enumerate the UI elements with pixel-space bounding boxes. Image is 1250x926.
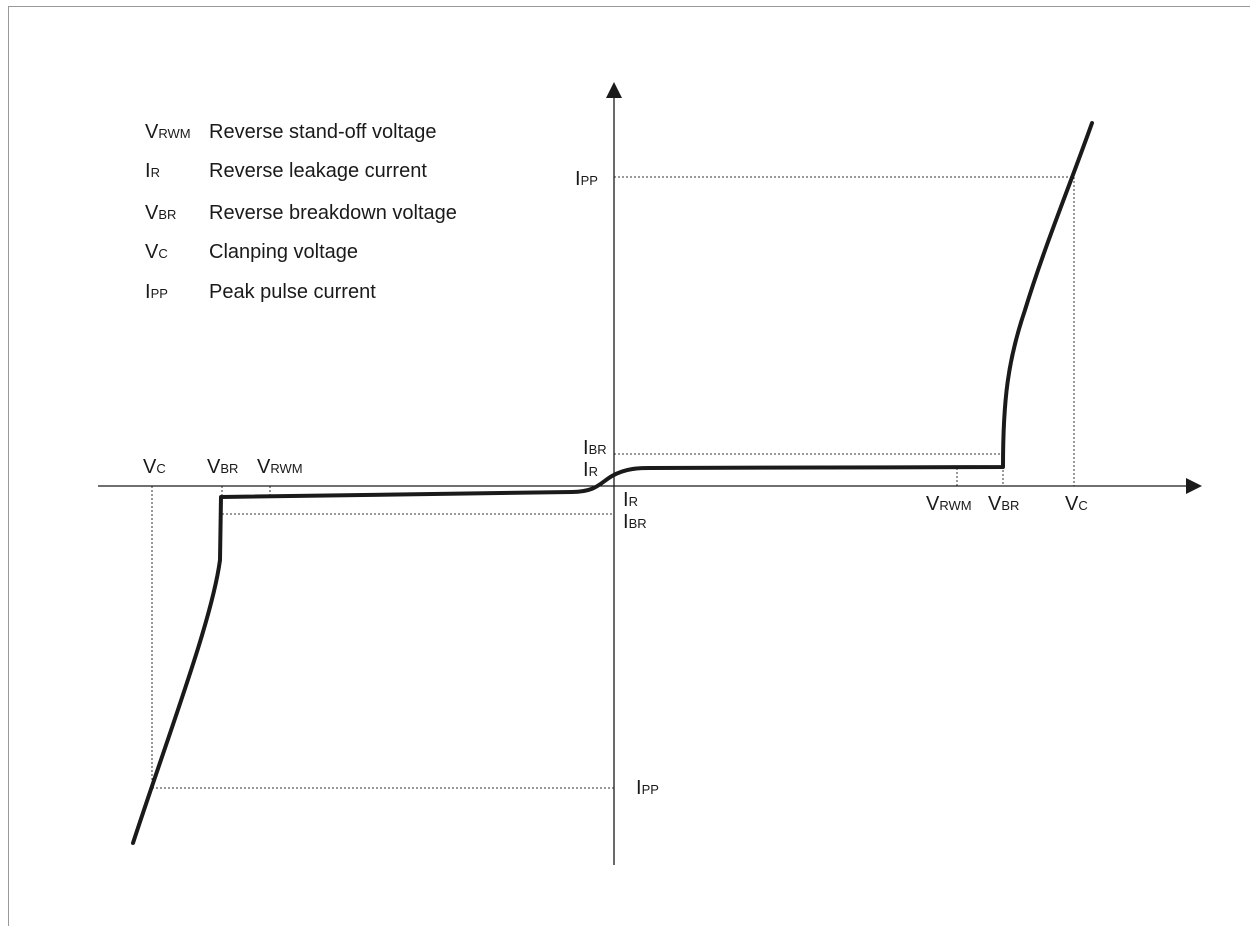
label-vbr-positive: VBR [988, 493, 1019, 515]
label-ipp-positive: IPP [575, 168, 598, 190]
label-vbr-negative: VBR [207, 456, 238, 478]
iv-curve [131, 121, 1094, 845]
guide-lines [151, 176, 1075, 789]
legend-text-vbr: Reverse breakdown voltage [209, 202, 457, 224]
y-axis-arrow-icon [606, 82, 622, 98]
label-vc-negative: VC [143, 456, 166, 478]
legend-symbol-vrwm: VRWM [145, 121, 191, 143]
legend-symbol-ir: IR [145, 160, 160, 182]
legend-text-vc: Clanping voltage [209, 241, 358, 263]
label-vrwm-positive: VRWM [926, 493, 972, 515]
legend-symbol-vbr: VBR [145, 202, 176, 224]
legend: VRWM Reverse stand-off voltage IR Revers… [145, 121, 457, 303]
label-vrwm-negative: VRWM [257, 456, 303, 478]
legend-text-ipp: Peak pulse current [209, 281, 376, 303]
label-ibr-negative: IBR [623, 511, 647, 533]
label-ibr-positive: IBR [583, 437, 607, 459]
legend-symbol-ipp: IPP [145, 281, 168, 303]
x-axis-arrow-icon [1186, 478, 1202, 494]
axis-labels: IPP IBR IR IR IBR IPP VC VBR VRWM VRWM V… [143, 168, 1088, 799]
label-ipp-negative: IPP [636, 777, 659, 799]
legend-text-vrwm: Reverse stand-off voltage [209, 121, 437, 143]
label-ir-negative: IR [623, 489, 638, 511]
label-vc-positive: VC [1065, 493, 1088, 515]
label-ir-positive: IR [583, 459, 598, 481]
legend-text-ir: Reverse leakage current [209, 160, 427, 182]
legend-symbol-vc: VC [145, 241, 168, 263]
